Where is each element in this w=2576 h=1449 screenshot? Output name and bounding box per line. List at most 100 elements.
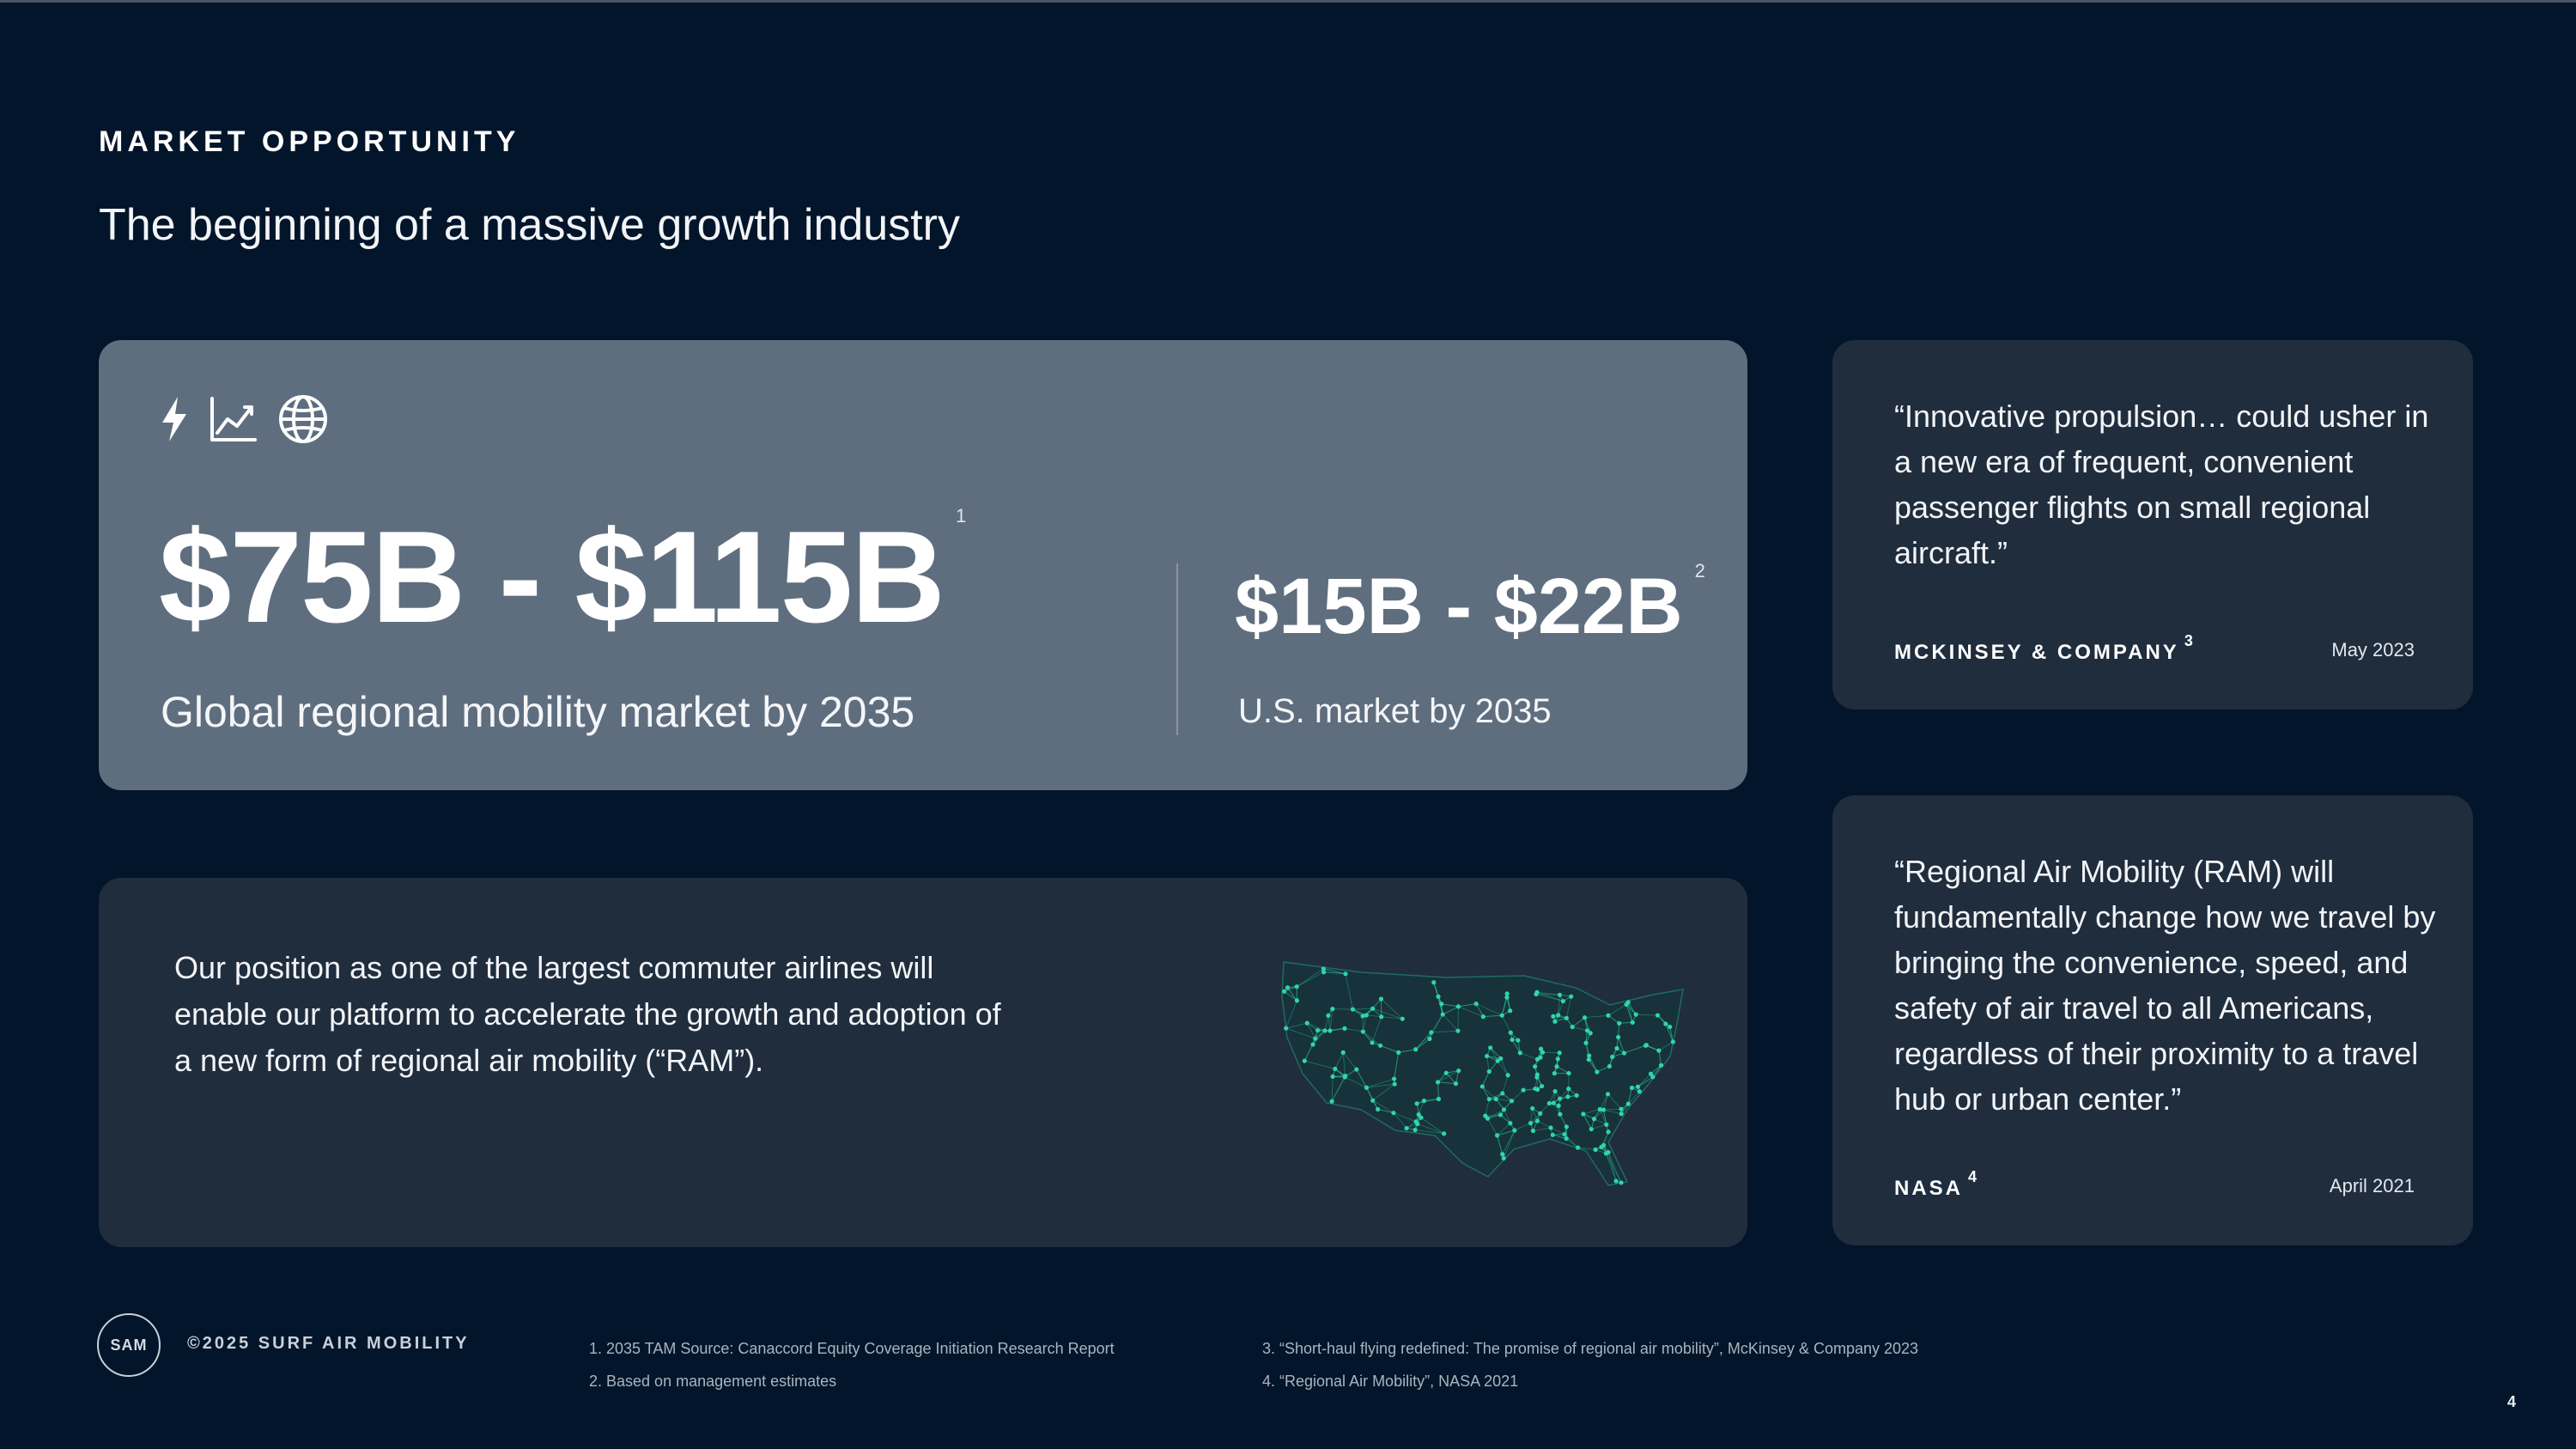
map-route — [1323, 971, 1346, 975]
map-route — [1520, 1052, 1538, 1060]
map-route — [1571, 1017, 1585, 1028]
map-node — [1413, 1127, 1418, 1133]
map-route — [1306, 1022, 1316, 1039]
us-market-value: $15B - $22B 2 — [1235, 560, 1705, 650]
map-route — [1627, 1087, 1632, 1105]
map-node — [1500, 1152, 1505, 1157]
map-node — [1285, 985, 1291, 990]
map-route — [1475, 1003, 1484, 1017]
map-node — [1509, 1099, 1515, 1104]
map-node — [1391, 1111, 1396, 1116]
map-route — [1646, 1044, 1660, 1051]
company-logo: SAM — [97, 1313, 161, 1377]
map-route — [1485, 1099, 1490, 1117]
map-route — [1363, 1031, 1381, 1046]
map-node — [1416, 1111, 1421, 1117]
map-route — [1583, 1113, 1592, 1129]
map-node — [1326, 1013, 1331, 1018]
map-node — [1364, 1013, 1369, 1018]
map-node — [1607, 1063, 1613, 1069]
map-route — [1285, 1027, 1315, 1039]
map-route — [1284, 986, 1297, 992]
map-route — [1418, 1100, 1425, 1115]
map-route — [1366, 1083, 1395, 1088]
map-node — [1516, 1038, 1521, 1043]
lightning-icon — [159, 395, 190, 443]
map-route — [1500, 1058, 1509, 1075]
map-route — [1618, 1037, 1625, 1054]
footnotes-right: 3. “Short-haul flying redefined: The pro… — [1262, 1332, 1918, 1397]
map-node — [1501, 1107, 1507, 1112]
map-node — [1329, 1099, 1334, 1104]
footnote-ref-2: 2 — [1694, 560, 1705, 581]
map-route — [1475, 1003, 1484, 1017]
map-node — [1480, 1014, 1485, 1020]
map-node — [1574, 1093, 1579, 1098]
map-route — [1535, 994, 1564, 1002]
map-route — [1487, 1117, 1498, 1136]
map-node — [1533, 1064, 1538, 1069]
map-route — [1559, 1114, 1567, 1128]
map-route — [1307, 1022, 1326, 1032]
map-node — [1294, 984, 1299, 989]
map-route — [1486, 1056, 1501, 1059]
map-node — [1658, 1062, 1664, 1068]
map-node — [1521, 1087, 1526, 1093]
map-node — [1617, 1020, 1622, 1026]
map-node — [1342, 1075, 1347, 1080]
map-route — [1501, 1014, 1511, 1033]
map-route — [1362, 1031, 1373, 1044]
map-route — [1356, 1068, 1367, 1088]
map-node — [1508, 1121, 1513, 1126]
map-node — [1530, 1105, 1535, 1111]
quote-source: NASA 4 — [1894, 1168, 1978, 1200]
map-node — [1505, 1073, 1510, 1078]
map-node — [1327, 1028, 1333, 1033]
map-node — [1564, 1124, 1569, 1129]
map-node — [1330, 1007, 1335, 1012]
map-node — [1439, 1002, 1444, 1007]
map-route — [1394, 1052, 1400, 1080]
map-route — [1530, 1108, 1534, 1123]
map-route — [1331, 1075, 1346, 1102]
map-route — [1637, 1076, 1654, 1087]
map-route — [1458, 1006, 1484, 1018]
map-node — [1495, 1058, 1500, 1063]
map-node — [1504, 995, 1510, 1000]
map-route — [1366, 1087, 1374, 1101]
map-node — [1443, 1070, 1449, 1075]
map-route — [1501, 997, 1508, 1016]
map-node — [1370, 1040, 1375, 1045]
map-route — [1607, 1004, 1627, 1016]
map-node — [1555, 1056, 1560, 1062]
map-node — [1404, 1125, 1409, 1131]
map-node — [1431, 980, 1437, 985]
map-route — [1497, 1060, 1509, 1076]
map-route — [1511, 1039, 1521, 1054]
map-route — [1627, 1002, 1637, 1015]
map-node — [1587, 1053, 1592, 1058]
map-route — [1658, 1050, 1662, 1066]
map-route — [1415, 1038, 1431, 1050]
map-route — [1565, 996, 1572, 1019]
map-node — [1564, 1135, 1569, 1142]
quote-card-nasa: “Regional Air Mobility (RAM) will fundam… — [1832, 795, 2473, 1245]
map-route — [1441, 1003, 1459, 1008]
map-node — [1322, 1028, 1327, 1033]
map-route — [1571, 1017, 1585, 1028]
map-route — [1481, 1086, 1497, 1100]
map-node — [1550, 1132, 1555, 1137]
map-route — [1481, 1071, 1490, 1087]
map-route — [1599, 1093, 1608, 1110]
map-route — [1420, 1117, 1444, 1135]
map-route — [1552, 1134, 1567, 1140]
map-node — [1534, 1056, 1540, 1062]
map-route — [1431, 1014, 1443, 1033]
us-market-caption: U.S. market by 2035 — [1238, 692, 1552, 730]
map-route — [1372, 1099, 1394, 1114]
quote-date: April 2021 — [2329, 1175, 2415, 1196]
map-node — [1429, 1030, 1434, 1035]
map-node — [1606, 1129, 1611, 1135]
map-route — [1550, 1127, 1565, 1135]
map-node — [1643, 1043, 1649, 1048]
